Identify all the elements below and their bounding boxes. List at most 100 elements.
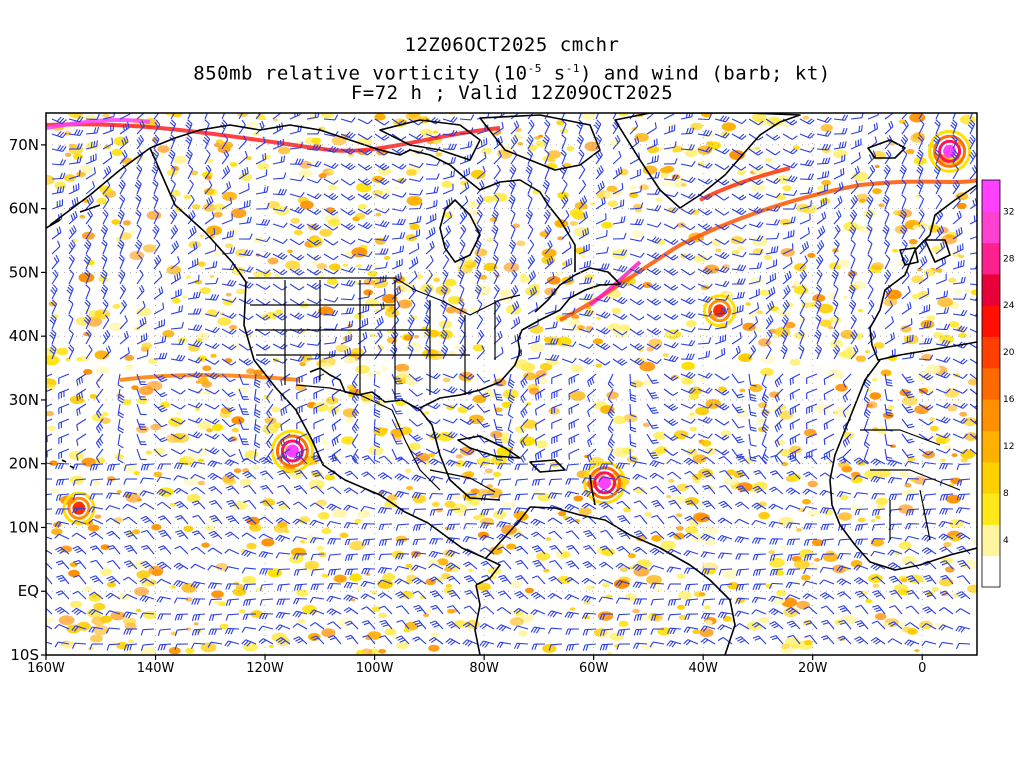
wind-barb bbox=[952, 113, 956, 120]
vorticity-speckle bbox=[673, 532, 685, 540]
wind-barb bbox=[697, 223, 713, 231]
vorticity-speckle bbox=[695, 406, 709, 416]
wind-barb bbox=[168, 149, 176, 165]
wind-barb bbox=[765, 272, 777, 285]
wind-barb bbox=[803, 455, 818, 465]
wind-barb bbox=[782, 299, 790, 315]
wind-barb bbox=[629, 343, 645, 351]
wind-barb bbox=[629, 298, 645, 306]
wind-barb bbox=[548, 576, 563, 585]
wind-barb bbox=[54, 521, 70, 528]
vorticity-speckle bbox=[853, 333, 864, 340]
wind-barb bbox=[51, 116, 67, 125]
vorticity-speckle bbox=[935, 268, 943, 273]
wind-barb bbox=[170, 403, 186, 410]
wind-barb bbox=[351, 418, 360, 434]
vorticity-speckle bbox=[612, 447, 629, 458]
wind-barb bbox=[445, 459, 461, 467]
vorticity-speckle bbox=[910, 478, 916, 482]
wind-barb bbox=[587, 373, 597, 387]
wind-barb bbox=[955, 519, 971, 526]
wind-barb bbox=[340, 147, 356, 155]
vorticity-speckle bbox=[116, 490, 122, 494]
wind-barb bbox=[513, 507, 529, 514]
wind-barb bbox=[955, 532, 971, 540]
wind-barb bbox=[666, 458, 682, 465]
wind-barb bbox=[51, 240, 61, 255]
wind-barb bbox=[748, 221, 764, 228]
vorticity-speckle bbox=[92, 625, 109, 636]
wind-barb bbox=[832, 344, 841, 360]
wind-barb bbox=[204, 326, 220, 334]
vorticity-speckle bbox=[535, 370, 548, 377]
wind-barb bbox=[187, 340, 203, 348]
wind-barb bbox=[527, 270, 536, 285]
vorticity-speckle bbox=[435, 152, 443, 157]
wind-barb bbox=[107, 559, 121, 570]
wind-barb bbox=[345, 454, 359, 465]
vorticity-speckle bbox=[823, 509, 833, 516]
wind-barb bbox=[780, 329, 789, 345]
vorticity-speckle bbox=[780, 448, 793, 457]
wind-barb bbox=[309, 596, 325, 603]
wind-barb bbox=[663, 403, 679, 411]
wind-barb bbox=[633, 500, 648, 510]
wind-barb bbox=[646, 188, 661, 195]
wind-barb bbox=[289, 283, 305, 291]
vorticity-speckle bbox=[659, 172, 669, 178]
wind-barb bbox=[803, 471, 818, 480]
wind-barb bbox=[782, 148, 798, 155]
vorticity-speckle bbox=[558, 510, 567, 517]
lat-label: 20N bbox=[9, 455, 39, 473]
wind-barb bbox=[714, 223, 730, 231]
wind-barb bbox=[714, 132, 730, 139]
wind-barb bbox=[612, 182, 624, 195]
wind-barb bbox=[785, 594, 801, 600]
wind-barb bbox=[803, 606, 818, 615]
wind-barb bbox=[357, 192, 373, 201]
wind-barb bbox=[119, 315, 128, 330]
wind-barb bbox=[510, 209, 516, 225]
wind-barb bbox=[700, 637, 716, 645]
wind-barb bbox=[646, 343, 662, 350]
wind-barb bbox=[806, 388, 818, 399]
wind-barb bbox=[480, 606, 495, 615]
wind-barb bbox=[697, 238, 713, 246]
vorticity-speckle bbox=[357, 510, 371, 518]
wind-barb bbox=[496, 641, 512, 649]
wind-barb bbox=[76, 433, 87, 446]
wind-barb bbox=[272, 139, 284, 150]
vorticity-speckle bbox=[672, 149, 678, 153]
wind-barb bbox=[259, 583, 274, 591]
vorticity-speckle bbox=[843, 431, 854, 439]
wind-barb bbox=[935, 194, 943, 210]
wind-barb bbox=[901, 119, 909, 135]
wind-barb bbox=[221, 448, 236, 458]
wind-barb bbox=[255, 136, 266, 150]
wind-barb bbox=[323, 296, 339, 303]
wind-barb bbox=[934, 179, 942, 195]
wind-barb bbox=[76, 403, 87, 416]
wind-barb bbox=[266, 433, 274, 449]
colorbar-swatch bbox=[982, 493, 1000, 525]
wind-barb bbox=[768, 521, 784, 528]
vorticity-speckle bbox=[250, 610, 263, 618]
wind-barb bbox=[918, 255, 928, 270]
wind-barb bbox=[357, 118, 373, 125]
vorticity-speckle bbox=[701, 113, 712, 118]
wind-barb bbox=[445, 638, 461, 646]
wind-barb bbox=[306, 282, 322, 290]
wind-barb bbox=[306, 298, 322, 305]
wind-barb bbox=[646, 221, 662, 228]
wind-barb bbox=[123, 643, 138, 651]
wind-barb bbox=[89, 575, 104, 585]
vorticity-speckle bbox=[349, 540, 365, 551]
vorticity-speckle bbox=[261, 270, 272, 277]
vorticity-speckle bbox=[108, 322, 123, 332]
vorticity-speckle bbox=[346, 330, 353, 334]
wind-barb bbox=[327, 568, 342, 576]
vorticity-speckle bbox=[100, 544, 110, 550]
wind-barb bbox=[459, 284, 465, 300]
vorticity-speckle bbox=[698, 502, 706, 507]
wind-barb bbox=[275, 517, 291, 525]
